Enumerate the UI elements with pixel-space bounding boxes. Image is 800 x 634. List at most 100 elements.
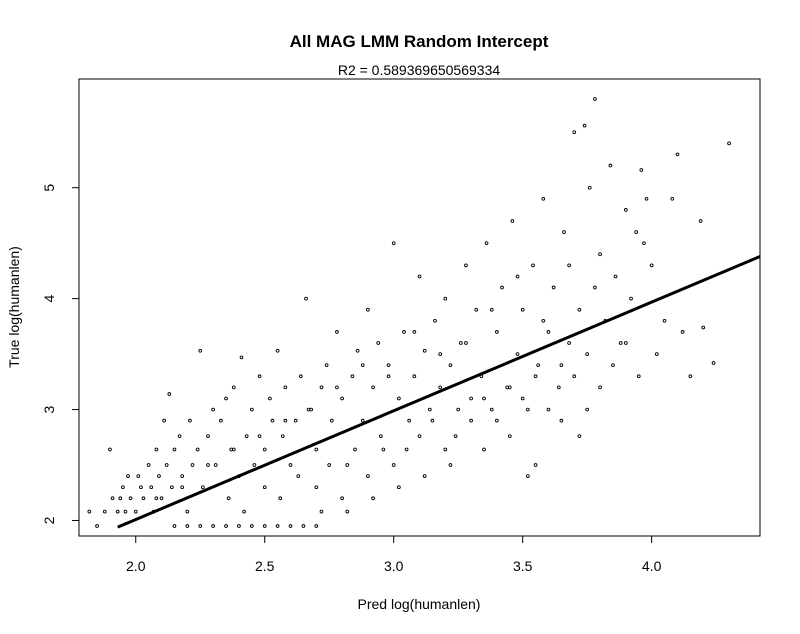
- data-point: [469, 396, 473, 401]
- data-point: [582, 123, 587, 128]
- data-point: [242, 509, 246, 514]
- data-point: [231, 447, 236, 452]
- data-point: [360, 363, 365, 368]
- data-point: [108, 447, 112, 452]
- data-point: [443, 296, 448, 301]
- data-point: [484, 241, 489, 246]
- data-point: [577, 434, 582, 439]
- data-point: [371, 496, 375, 501]
- fit-line-group: [117, 255, 761, 529]
- data-point: [237, 524, 241, 528]
- data-point: [500, 285, 504, 290]
- data-point: [489, 407, 494, 412]
- data-point: [319, 509, 324, 514]
- data-point: [443, 447, 448, 452]
- data-point: [448, 463, 453, 467]
- data-point: [226, 496, 231, 501]
- data-point: [172, 524, 177, 528]
- data-point: [567, 263, 571, 268]
- data-point: [381, 447, 386, 452]
- data-point: [340, 396, 344, 401]
- y-tick-label: 3: [41, 405, 57, 413]
- chart-title: All MAG LMM Random Intercept: [290, 32, 549, 51]
- data-point: [206, 434, 210, 439]
- data-point: [180, 474, 185, 478]
- data-point: [572, 374, 577, 379]
- data-point: [613, 274, 618, 279]
- data-point: [556, 385, 561, 390]
- data-point: [170, 485, 174, 490]
- data-point: [698, 219, 703, 223]
- data-point: [520, 307, 525, 312]
- data-point: [618, 341, 623, 345]
- data-point: [249, 524, 254, 528]
- data-point: [154, 447, 159, 452]
- y-tick-label: 4: [41, 295, 57, 303]
- data-point: [448, 363, 453, 368]
- data-point: [412, 330, 417, 334]
- data-point: [464, 263, 468, 268]
- data-point: [551, 285, 556, 290]
- data-point: [319, 385, 324, 390]
- x-tick-label: 2.5: [255, 558, 275, 574]
- data-point: [464, 341, 468, 345]
- data-point: [474, 307, 479, 312]
- data-point: [224, 396, 228, 401]
- data-point: [430, 418, 435, 423]
- data-point: [525, 474, 530, 478]
- data-point: [642, 241, 646, 246]
- data-point: [458, 341, 463, 345]
- data-point: [139, 485, 143, 490]
- data-point: [541, 318, 546, 323]
- y-axis: 2 3 4 5: [41, 184, 80, 524]
- data-point: [366, 307, 370, 312]
- data-point: [680, 330, 685, 334]
- data-point: [211, 407, 215, 412]
- data-point: [335, 385, 339, 390]
- data-point: [536, 363, 541, 368]
- data-point: [278, 496, 283, 501]
- data-point: [335, 330, 339, 334]
- data-point: [213, 463, 218, 467]
- data-point: [309, 407, 314, 412]
- data-point: [386, 374, 391, 379]
- data-point: [262, 524, 267, 528]
- data-point: [154, 496, 159, 501]
- data-point: [159, 496, 164, 501]
- data-point: [275, 524, 280, 528]
- data-point: [329, 418, 334, 423]
- data-point: [252, 463, 257, 467]
- y-tick-label: 2: [41, 516, 57, 524]
- data-point: [422, 348, 427, 353]
- data-point: [507, 434, 512, 439]
- data-point: [654, 352, 659, 356]
- data-point: [593, 285, 597, 290]
- x-axis-label: Pred log(humanlen): [358, 596, 481, 612]
- data-point: [110, 496, 115, 501]
- data-point: [149, 485, 154, 490]
- data-point: [157, 474, 161, 478]
- data-point: [123, 509, 128, 514]
- data-point: [340, 496, 344, 501]
- data-point: [198, 348, 203, 353]
- y-axis-label: True log(humanlen): [6, 246, 22, 368]
- data-point: [438, 385, 442, 390]
- data-points: [87, 97, 731, 528]
- data-point: [239, 355, 244, 360]
- data-point: [495, 418, 499, 423]
- data-point: [644, 196, 649, 201]
- data-point: [177, 434, 182, 439]
- x-tick-label: 2.0: [126, 558, 146, 574]
- data-point: [136, 474, 141, 478]
- data-point: [314, 485, 319, 490]
- data-point: [270, 418, 275, 423]
- data-point: [391, 463, 396, 467]
- data-point: [301, 524, 306, 528]
- data-point: [118, 496, 123, 501]
- chart-subtitle: R2 = 0.589369650569334: [338, 62, 501, 78]
- data-point: [378, 434, 383, 439]
- data-point: [355, 348, 360, 353]
- data-point: [608, 163, 613, 168]
- y-tick-label: 5: [41, 184, 57, 192]
- data-point: [611, 363, 615, 368]
